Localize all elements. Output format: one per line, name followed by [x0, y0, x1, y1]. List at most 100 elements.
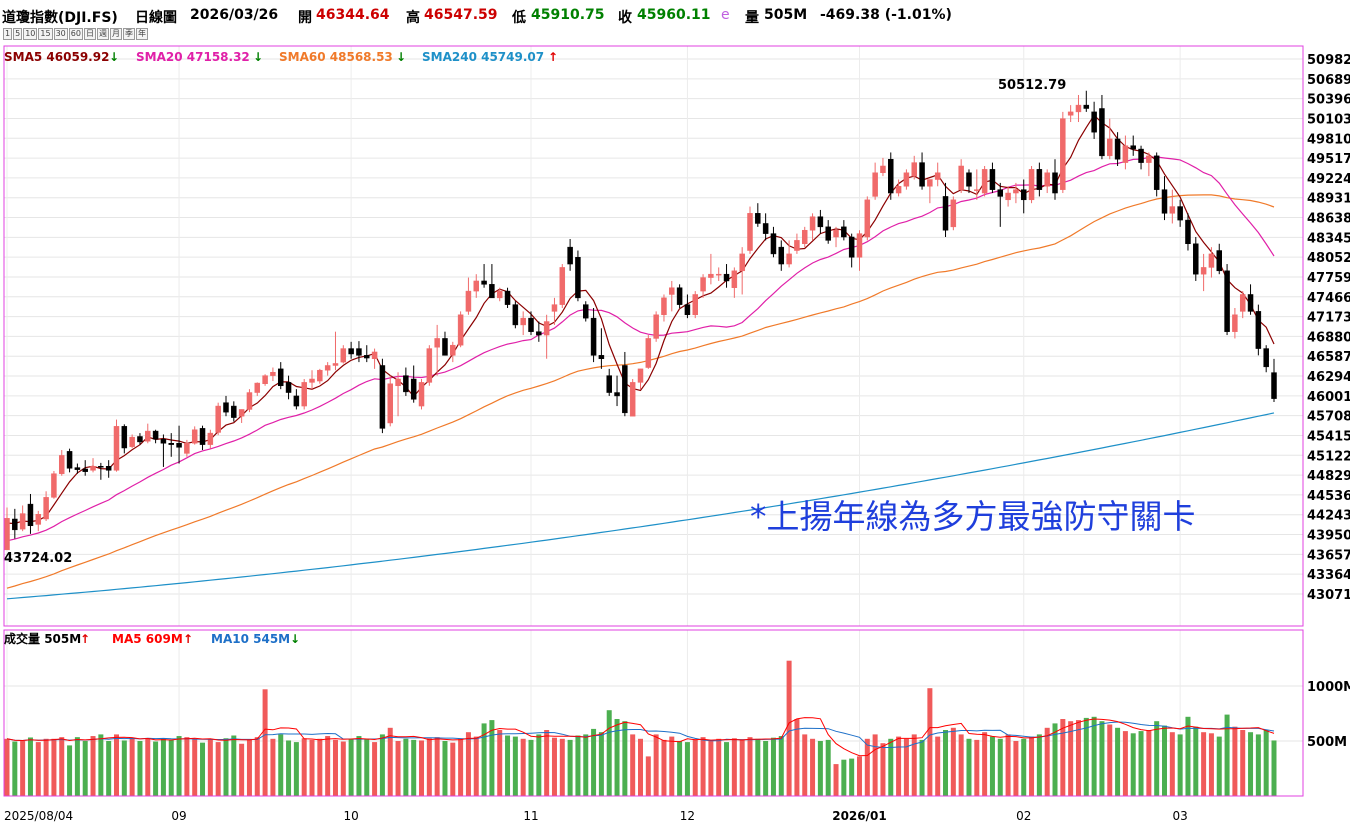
volume-bar: [1021, 738, 1027, 796]
volume-bar: [364, 738, 370, 796]
sma240-value: 45749.07: [481, 50, 544, 64]
volume-bar: [1099, 721, 1105, 796]
volume-bar: [559, 738, 565, 796]
candle-body: [74, 467, 81, 470]
candle-body: [1091, 111, 1097, 133]
candle-body: [958, 165, 964, 190]
period-high-label: 50512.79: [998, 78, 1066, 93]
candle-body: [895, 186, 902, 194]
low-label: 低: [512, 10, 526, 26]
volume-bar: [262, 689, 268, 796]
candle-body: [184, 443, 190, 454]
volume-bar: [770, 737, 776, 796]
volume-bar: [153, 741, 159, 796]
period-quarter-button[interactable]: 季: [122, 28, 135, 40]
volume-bar: [74, 737, 80, 796]
price-tick-label: 47466: [1307, 291, 1350, 306]
candle-body: [293, 395, 300, 407]
svg-text:SMA5 46059.92: SMA5 46059.92: [4, 50, 109, 64]
candle-body: [191, 429, 198, 444]
volume-bar: [200, 742, 206, 796]
volume-bar: [145, 738, 151, 796]
period-60min-button[interactable]: 60: [68, 28, 83, 40]
volume-bar: [129, 737, 135, 796]
volume-bar: [849, 758, 855, 796]
volume-bar: [669, 736, 675, 796]
volume-bar: [551, 737, 557, 796]
period-30min-button[interactable]: 30: [53, 28, 68, 40]
candle-body: [1052, 172, 1058, 194]
period-10min-button[interactable]: 10: [23, 28, 38, 40]
volume-bar: [168, 739, 174, 796]
period-1min-button[interactable]: 1: [3, 28, 13, 40]
volume-bar: [739, 739, 745, 796]
volume-bar: [505, 735, 511, 796]
candle-body: [215, 405, 221, 433]
period-day-button[interactable]: 日: [83, 28, 96, 40]
volume-bar: [958, 734, 964, 796]
volume-bar: [1185, 716, 1191, 796]
period-week-button[interactable]: 週: [96, 28, 109, 40]
candle-body: [934, 172, 941, 180]
candle-body: [1169, 206, 1176, 214]
candle-body: [919, 162, 925, 187]
volume-bar: [1224, 714, 1230, 796]
svg-text:MA10 545M: MA10 545M: [211, 632, 290, 646]
quote-date: 2026/03/26: [190, 7, 279, 23]
volume-bar: [708, 741, 714, 796]
period-5min-button[interactable]: 5: [13, 28, 23, 40]
volume-bar: [536, 734, 542, 796]
candle-body: [364, 355, 370, 359]
volume-bar: [473, 736, 479, 796]
volume-bar: [982, 732, 988, 796]
candle-body: [676, 287, 683, 305]
volume-bar: [856, 756, 862, 796]
price-tick-label: 48052: [1307, 251, 1350, 266]
price-tick-label: 44829: [1307, 469, 1350, 484]
price-tick-label: 48931: [1307, 192, 1350, 207]
volume-bar: [692, 739, 698, 796]
volume-legend-value: 505M: [44, 632, 81, 646]
candle-body: [817, 216, 824, 228]
candle-body: [551, 304, 558, 312]
open-label: 開: [298, 10, 312, 26]
candle-body: [880, 165, 886, 173]
volume-bar: [810, 738, 816, 796]
candle-body: [543, 321, 550, 336]
volume-bar: [700, 737, 706, 796]
volume-bar: [794, 719, 800, 796]
volume-bar: [223, 738, 229, 796]
candle-body: [387, 383, 393, 424]
volume-bar: [817, 741, 823, 796]
candle-body: [1075, 104, 1082, 113]
volume-bar: [763, 741, 769, 796]
candle-body: [301, 382, 307, 407]
volume-bar: [786, 660, 792, 796]
volume-label: 量: [745, 10, 759, 26]
volume-bar: [778, 736, 784, 796]
volume-bar: [1130, 733, 1136, 796]
price-tick-label: 43071: [1307, 588, 1350, 603]
period-15min-button[interactable]: 15: [38, 28, 53, 40]
candle-body: [277, 368, 284, 387]
volume-bar: [387, 727, 393, 796]
volume-bar: [497, 730, 503, 796]
close-value: 45960.11: [637, 7, 711, 23]
period-month-button[interactable]: 月: [109, 28, 122, 40]
candle-body: [606, 375, 612, 393]
period-year-button[interactable]: 年: [135, 28, 148, 40]
price-tick-label: 49224: [1307, 172, 1350, 187]
candle-body: [614, 392, 620, 397]
sma5-line: [6, 114, 1275, 525]
volume-bar: [231, 735, 237, 796]
candle-body: [590, 317, 597, 356]
volume-bar: [481, 723, 487, 796]
price-tick-label: 45415: [1307, 429, 1350, 444]
volume-bar: [106, 741, 112, 796]
candle-body: [371, 351, 378, 359]
volume-axis: 500M 1000M: [1307, 680, 1350, 750]
volume-bar: [528, 739, 534, 796]
volume-bar: [465, 732, 471, 796]
volume-bar: [12, 741, 18, 796]
